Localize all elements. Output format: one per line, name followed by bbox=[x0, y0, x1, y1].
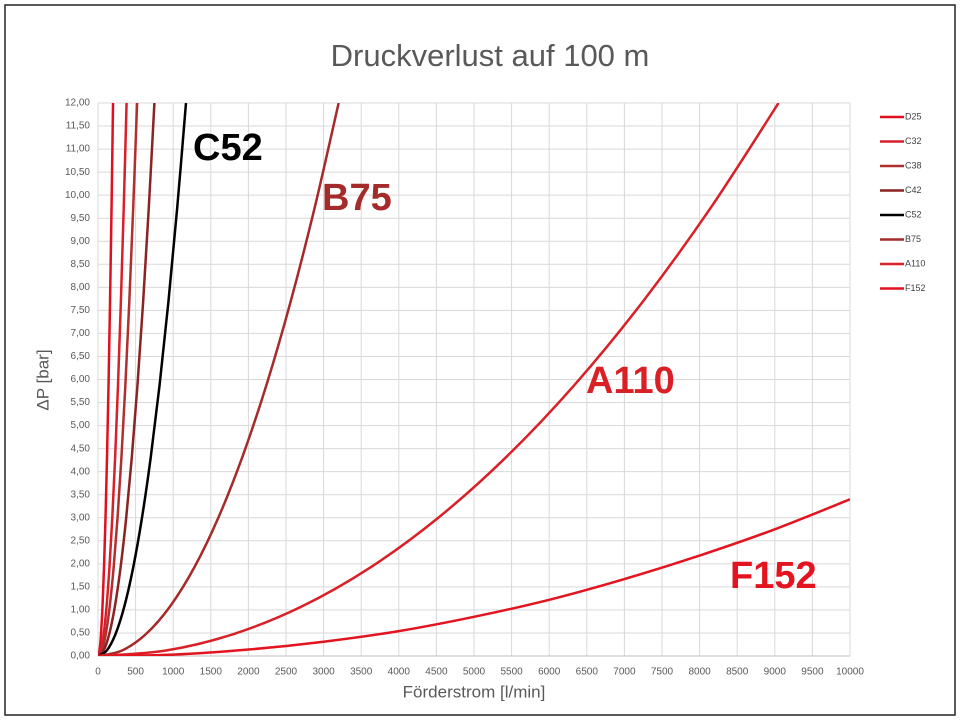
y-tick-label: 1,00 bbox=[71, 605, 91, 616]
legend-label: C32 bbox=[905, 136, 922, 146]
y-tick-label: 3,50 bbox=[71, 489, 91, 500]
x-tick-label: 0 bbox=[95, 667, 101, 678]
x-tick-label: 5500 bbox=[500, 667, 523, 678]
y-tick-label: 5,50 bbox=[71, 397, 91, 408]
y-tick-label: 7,00 bbox=[71, 328, 91, 339]
y-tick-label: 1,50 bbox=[71, 582, 91, 593]
x-tick-label: 7500 bbox=[651, 667, 674, 678]
line bbox=[98, 103, 340, 656]
y-tick-label: 9,50 bbox=[71, 213, 91, 224]
y-tick-label: 12,00 bbox=[65, 98, 90, 109]
x-tick-label: 1500 bbox=[200, 667, 223, 678]
legend-label: D25 bbox=[905, 111, 922, 121]
y-tick-label: 8,00 bbox=[71, 282, 91, 293]
chart-title: Druckverlust auf 100 m bbox=[331, 38, 650, 73]
y-tick-label: 3,00 bbox=[71, 512, 91, 523]
x-tick-label: 4000 bbox=[388, 667, 411, 678]
annotation: A110 bbox=[586, 360, 675, 402]
line bbox=[98, 103, 156, 656]
x-tick-label: 2500 bbox=[275, 667, 298, 678]
line bbox=[98, 103, 139, 656]
y-tick-label: 9,00 bbox=[71, 236, 91, 247]
x-tick-label: 2000 bbox=[237, 667, 260, 678]
y-tick-label: 11,00 bbox=[66, 144, 91, 155]
annotation: F152 bbox=[730, 555, 817, 597]
line bbox=[98, 103, 115, 656]
x-tick-label: 5000 bbox=[463, 667, 486, 678]
x-tick-label: 9000 bbox=[764, 667, 787, 678]
y-tick-label: 4,00 bbox=[71, 466, 91, 477]
y-tick-label: 10,50 bbox=[65, 167, 90, 178]
y-tick-label: 10,00 bbox=[65, 190, 90, 201]
y-axis-label: ΔP [bar] bbox=[33, 349, 52, 410]
y-tick-label: 2,50 bbox=[71, 535, 91, 546]
x-tick-label: 500 bbox=[127, 667, 144, 678]
legend-label: C38 bbox=[905, 160, 922, 170]
x-tick-label: 6500 bbox=[576, 667, 599, 678]
x-tick-label: 9500 bbox=[801, 667, 824, 678]
x-tick-label: 3500 bbox=[350, 667, 373, 678]
y-tick-label: 2,00 bbox=[71, 558, 91, 569]
y-tick-label: 11,50 bbox=[66, 121, 91, 132]
y-tick-label: 0,50 bbox=[71, 628, 91, 639]
y-tick-label: 0,00 bbox=[71, 651, 91, 662]
y-tick-label: 6,50 bbox=[71, 351, 91, 362]
legend-label: B75 bbox=[905, 234, 921, 244]
x-tick-label: 10000 bbox=[836, 667, 864, 678]
annotation: C52 bbox=[193, 127, 263, 169]
x-tick-label: 4500 bbox=[425, 667, 448, 678]
annotation: B75 bbox=[322, 177, 392, 219]
y-tick-label: 7,50 bbox=[71, 305, 91, 316]
line bbox=[98, 498, 850, 656]
x-tick-label: 1000 bbox=[162, 667, 185, 678]
x-tick-label: 8000 bbox=[688, 667, 711, 678]
legend-label: A110 bbox=[905, 258, 925, 268]
x-tick-label: 8500 bbox=[726, 667, 749, 678]
x-tick-label: 6000 bbox=[538, 667, 561, 678]
y-tick-label: 8,50 bbox=[71, 259, 91, 270]
legend-label: C52 bbox=[905, 209, 922, 219]
legend-label: F152 bbox=[905, 283, 926, 293]
y-tick-label: 6,00 bbox=[71, 374, 91, 385]
y-tick-label: 5,00 bbox=[71, 420, 91, 431]
legend-label: C42 bbox=[905, 185, 922, 195]
y-tick-label: 4,50 bbox=[71, 443, 91, 454]
x-tick-label: 3000 bbox=[312, 667, 335, 678]
line bbox=[98, 103, 128, 656]
line bbox=[98, 103, 780, 656]
line bbox=[98, 103, 188, 656]
x-tick-label: 7000 bbox=[613, 667, 636, 678]
x-axis-label: Förderstrom [l/min] bbox=[403, 682, 546, 701]
